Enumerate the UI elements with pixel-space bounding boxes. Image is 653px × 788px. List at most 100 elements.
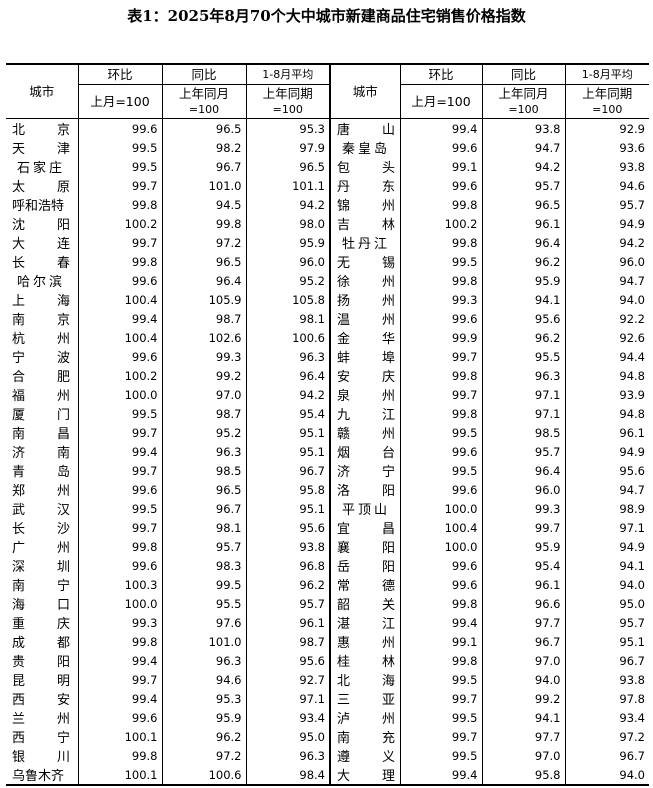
city-name-right: 安庆 xyxy=(329,366,400,385)
city-label: 上海 xyxy=(12,290,70,309)
city-label: 唐山 xyxy=(337,119,395,138)
mom-value-right: 99.5 xyxy=(399,708,482,727)
avg-value-right: 94.6 xyxy=(564,176,649,195)
yoy-base-line1: 上年同月 xyxy=(178,86,229,101)
city-name-left: 长沙 xyxy=(6,518,78,537)
avg-value-right: 94.8 xyxy=(564,404,649,423)
city-label: 重庆 xyxy=(12,613,70,632)
mom-value-right: 99.6 xyxy=(399,138,482,157)
city-char: 阳 xyxy=(381,560,395,575)
yoy-value-right: 97.7 xyxy=(481,727,565,746)
city-char: 州 xyxy=(56,712,70,727)
mom-value-left: 99.5 xyxy=(77,404,162,423)
mom-value-left: 100.2 xyxy=(77,214,162,233)
avg-value-right: 98.9 xyxy=(564,499,649,518)
table-row: 南京 99.4 98.7 98.1 温州 99.6 95.6 92.2 xyxy=(6,309,649,328)
city-name-right: 洛阳 xyxy=(329,480,400,499)
table-row: 青岛 99.7 98.5 96.7 济宁 99.5 96.4 95.6 xyxy=(6,461,649,480)
mom-value-right: 99.8 xyxy=(399,271,482,290)
city-char: 南 xyxy=(12,427,26,442)
yoy-value-right: 97.0 xyxy=(481,651,565,670)
mom-value-left: 99.6 xyxy=(77,556,162,575)
city-char: 州 xyxy=(381,636,395,651)
mom-value-left: 100.1 xyxy=(77,765,162,785)
mom-value-right: 99.8 xyxy=(399,404,482,423)
table-row: 郑州 99.6 96.5 95.8 洛阳 99.6 96.0 94.7 xyxy=(6,480,649,499)
city-name-right: 温州 xyxy=(329,309,400,328)
yoy-value-right: 94.2 xyxy=(481,157,565,176)
yoy-value-right: 95.7 xyxy=(481,442,565,461)
yoy-base-line2: =100 xyxy=(508,103,539,116)
city-label: 南宁 xyxy=(12,575,70,594)
city-name-left: 上海 xyxy=(6,290,78,309)
city-name-left: 呼和浩特 xyxy=(6,195,78,214)
city-label: 武汉 xyxy=(12,499,70,518)
city-label: 成都 xyxy=(12,632,70,651)
city-name-left: 长春 xyxy=(6,252,78,271)
avg-value-left: 93.4 xyxy=(245,708,330,727)
yoy-value-left: 96.7 xyxy=(161,157,246,176)
mom-value-left: 99.6 xyxy=(77,118,162,138)
city-label: 南京 xyxy=(12,309,70,328)
city-char: 州 xyxy=(381,389,395,404)
city-char: 惠 xyxy=(337,636,351,651)
city-char: 关 xyxy=(381,598,395,613)
city-name-right: 岳阳 xyxy=(329,556,400,575)
avg-value-left: 105.8 xyxy=(245,290,330,309)
city-label: 大连 xyxy=(12,233,70,252)
city-name-right: 无锡 xyxy=(329,252,400,271)
mom-value-right: 99.5 xyxy=(399,252,482,271)
city-label: 深圳 xyxy=(12,556,70,575)
avg-value-left: 97.9 xyxy=(245,138,330,157)
city-char: 重 xyxy=(12,617,26,632)
city-char: 州 xyxy=(56,332,70,347)
mom-value-left: 100.2 xyxy=(77,366,162,385)
avg-value-right: 94.9 xyxy=(564,214,649,233)
city-name-right: 包头 xyxy=(329,157,400,176)
city-label: 宜昌 xyxy=(337,518,395,537)
avg-value-right: 97.1 xyxy=(564,518,649,537)
yoy-value-left: 99.5 xyxy=(161,575,246,594)
city-char: 海 xyxy=(12,598,26,613)
mom-value-left: 99.7 xyxy=(77,423,162,442)
table-row: 海口 100.0 95.5 95.7 韶关 99.8 96.6 95.0 xyxy=(6,594,649,613)
city-char: 阳 xyxy=(381,484,395,499)
yoy-base-line1: 上年同月 xyxy=(498,86,549,101)
yoy-value-right: 96.2 xyxy=(481,328,565,347)
yoy-value-left: 96.5 xyxy=(161,118,246,138)
avg-value-right: 96.7 xyxy=(564,651,649,670)
city-char: 杭 xyxy=(12,332,26,347)
city-label: 常德 xyxy=(337,575,395,594)
mom-value-left: 100.4 xyxy=(77,328,162,347)
city-char: 宁 xyxy=(381,465,395,480)
mom-value-right: 99.6 xyxy=(399,176,482,195)
city-name-left: 沈阳 xyxy=(6,214,78,233)
yoy-value-left: 98.3 xyxy=(161,556,246,575)
city-char: 泉 xyxy=(337,389,351,404)
mom-value-right: 99.5 xyxy=(399,670,482,689)
avg-value-left: 98.0 xyxy=(245,214,330,233)
city-char: 京 xyxy=(56,313,70,328)
mom-value-left: 99.6 xyxy=(77,271,162,290)
city-char: 阳 xyxy=(381,541,395,556)
yoy-value-right: 99.2 xyxy=(481,689,565,708)
city-char: 门 xyxy=(56,408,70,423)
yoy-value-left: 95.2 xyxy=(161,423,246,442)
city-name-left: 兰州 xyxy=(6,708,78,727)
avg-value-left: 95.7 xyxy=(245,594,330,613)
city-label: 天津 xyxy=(12,138,70,157)
city-char: 扬 xyxy=(337,294,351,309)
avg-value-left: 96.2 xyxy=(245,575,330,594)
city-char: 昌 xyxy=(381,522,395,537)
yoy-value-right: 96.7 xyxy=(481,632,565,651)
city-char: 津 xyxy=(56,142,70,157)
avg-value-left: 95.4 xyxy=(245,404,330,423)
city-char: 江 xyxy=(381,408,395,423)
table-row: 哈尔滨 99.6 96.4 95.2 徐州 99.8 95.9 94.7 xyxy=(6,271,649,290)
city-label: 吉林 xyxy=(337,214,395,233)
table-row: 太原 99.7 101.0 101.1 丹东 99.6 95.7 94.6 xyxy=(6,176,649,195)
city-label: 南充 xyxy=(337,727,395,746)
avg-value-left: 96.3 xyxy=(245,746,330,765)
yoy-value-left: 98.5 xyxy=(161,461,246,480)
yoy-value-left: 96.7 xyxy=(161,499,246,518)
